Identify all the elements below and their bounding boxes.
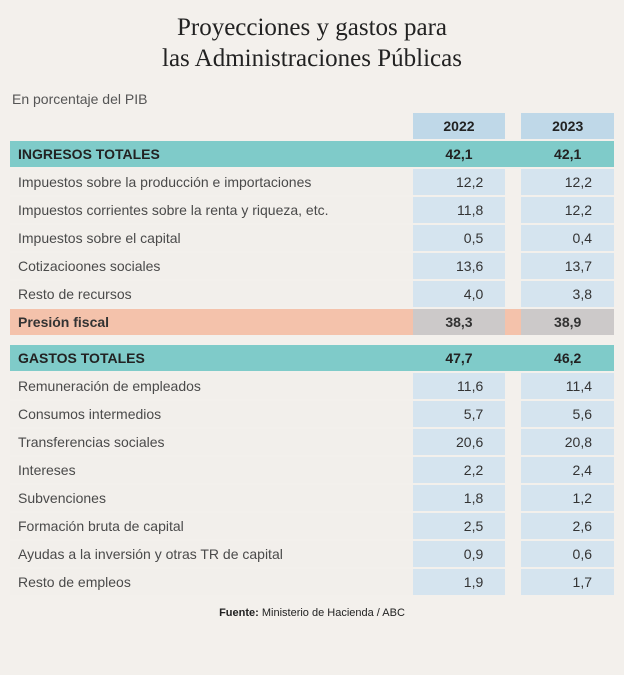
- row-label: Impuestos sobre el capital: [10, 225, 413, 251]
- subtitle: En porcentaje del PIB: [10, 91, 614, 107]
- source-line: Fuente: Ministerio de Hacienda / ABC: [10, 607, 614, 619]
- row-y1: 20,6: [413, 429, 506, 455]
- col-gap: [505, 373, 521, 399]
- ingresos-label: INGRESOS TOTALES: [10, 141, 413, 167]
- spacer-row: [10, 337, 614, 343]
- row-label: Subvenciones: [10, 485, 413, 511]
- row-y1: 2,5: [413, 513, 506, 539]
- col-gap: [505, 253, 521, 279]
- title-line1: Proyecciones y gastos para: [177, 14, 447, 41]
- header-year-2: 2023: [521, 113, 614, 139]
- row-y2: 0,6: [521, 541, 614, 567]
- header-row: 2022 2023: [10, 113, 614, 139]
- col-gap: [505, 401, 521, 427]
- row-y2: 12,2: [521, 169, 614, 195]
- row-y1: 13,6: [413, 253, 506, 279]
- table-row: Cotizacioones sociales 13,6 13,7: [10, 253, 614, 279]
- table-row: Remuneración de empleados 11,6 11,4: [10, 373, 614, 399]
- row-y2: 0,4: [521, 225, 614, 251]
- row-label: Resto de recursos: [10, 281, 413, 307]
- row-y1: 0,9: [413, 541, 506, 567]
- header-year-1: 2022: [413, 113, 506, 139]
- row-y2: 2,4: [521, 457, 614, 483]
- col-gap: [505, 225, 521, 251]
- gastos-label: GASTOS TOTALES: [10, 345, 413, 371]
- col-gap: [505, 169, 521, 195]
- row-label: Remuneración de empleados: [10, 373, 413, 399]
- col-gap: [505, 457, 521, 483]
- row-y2: 3,8: [521, 281, 614, 307]
- ingresos-y1: 42,1: [413, 141, 506, 167]
- row-label: Impuestos corrientes sobre la renta y ri…: [10, 197, 413, 223]
- table-row: Impuestos corrientes sobre la renta y ri…: [10, 197, 614, 223]
- col-gap: [505, 197, 521, 223]
- table-row: Resto de recursos 4,0 3,8: [10, 281, 614, 307]
- col-gap: [505, 513, 521, 539]
- row-y1: 1,9: [413, 569, 506, 595]
- title-line2: las Administraciones Públicas: [162, 45, 462, 72]
- row-y2: 20,8: [521, 429, 614, 455]
- row-y2: 2,6: [521, 513, 614, 539]
- table-row: Impuestos sobre la producción e importac…: [10, 169, 614, 195]
- page-title: Proyecciones y gastos para las Administr…: [10, 12, 614, 75]
- presion-y2: 38,9: [521, 309, 614, 335]
- row-y2: 1,7: [521, 569, 614, 595]
- presion-fiscal-row: Presión fiscal 38,3 38,9: [10, 309, 614, 335]
- row-y1: 12,2: [413, 169, 506, 195]
- row-y2: 11,4: [521, 373, 614, 399]
- table-row: Ayudas a la inversión y otras TR de capi…: [10, 541, 614, 567]
- col-gap: [505, 345, 521, 371]
- row-y1: 4,0: [413, 281, 506, 307]
- col-gap: [505, 569, 521, 595]
- gastos-header-row: GASTOS TOTALES 47,7 46,2: [10, 345, 614, 371]
- row-label: Intereses: [10, 457, 413, 483]
- row-y1: 5,7: [413, 401, 506, 427]
- row-y2: 12,2: [521, 197, 614, 223]
- col-gap: [505, 113, 521, 139]
- table-row: Consumos intermedios 5,7 5,6: [10, 401, 614, 427]
- row-y2: 5,6: [521, 401, 614, 427]
- source-text: Ministerio de Hacienda / ABC: [259, 607, 405, 619]
- row-y1: 1,8: [413, 485, 506, 511]
- col-gap: [505, 485, 521, 511]
- row-label: Ayudas a la inversión y otras TR de capi…: [10, 541, 413, 567]
- gastos-y2: 46,2: [521, 345, 614, 371]
- row-label: Cotizacioones sociales: [10, 253, 413, 279]
- table-row: Intereses 2,2 2,4: [10, 457, 614, 483]
- row-y1: 11,8: [413, 197, 506, 223]
- row-y1: 2,2: [413, 457, 506, 483]
- col-gap: [505, 309, 521, 335]
- col-gap: [505, 141, 521, 167]
- row-label: Transferencias sociales: [10, 429, 413, 455]
- row-y1: 0,5: [413, 225, 506, 251]
- table-row: Subvenciones 1,8 1,2: [10, 485, 614, 511]
- table-row: Transferencias sociales 20,6 20,8: [10, 429, 614, 455]
- row-label: Formación bruta de capital: [10, 513, 413, 539]
- gastos-y1: 47,7: [413, 345, 506, 371]
- table-body: 2022 2023 INGRESOS TOTALES 42,1 42,1 Imp…: [10, 113, 614, 595]
- presion-label: Presión fiscal: [10, 309, 413, 335]
- row-y2: 1,2: [521, 485, 614, 511]
- ingresos-y2: 42,1: [521, 141, 614, 167]
- row-y1: 11,6: [413, 373, 506, 399]
- col-gap: [505, 541, 521, 567]
- col-gap: [505, 429, 521, 455]
- header-blank: [10, 113, 413, 139]
- table-row: Resto de empleos 1,9 1,7: [10, 569, 614, 595]
- row-label: Consumos intermedios: [10, 401, 413, 427]
- row-label: Resto de empleos: [10, 569, 413, 595]
- table-row: Impuestos sobre el capital 0,5 0,4: [10, 225, 614, 251]
- row-y2: 13,7: [521, 253, 614, 279]
- table-row: Formación bruta de capital 2,5 2,6: [10, 513, 614, 539]
- ingresos-header-row: INGRESOS TOTALES 42,1 42,1: [10, 141, 614, 167]
- presion-y1: 38,3: [413, 309, 506, 335]
- col-gap: [505, 281, 521, 307]
- row-label: Impuestos sobre la producción e importac…: [10, 169, 413, 195]
- data-table: 2022 2023 INGRESOS TOTALES 42,1 42,1 Imp…: [10, 111, 614, 597]
- source-label: Fuente:: [219, 607, 259, 619]
